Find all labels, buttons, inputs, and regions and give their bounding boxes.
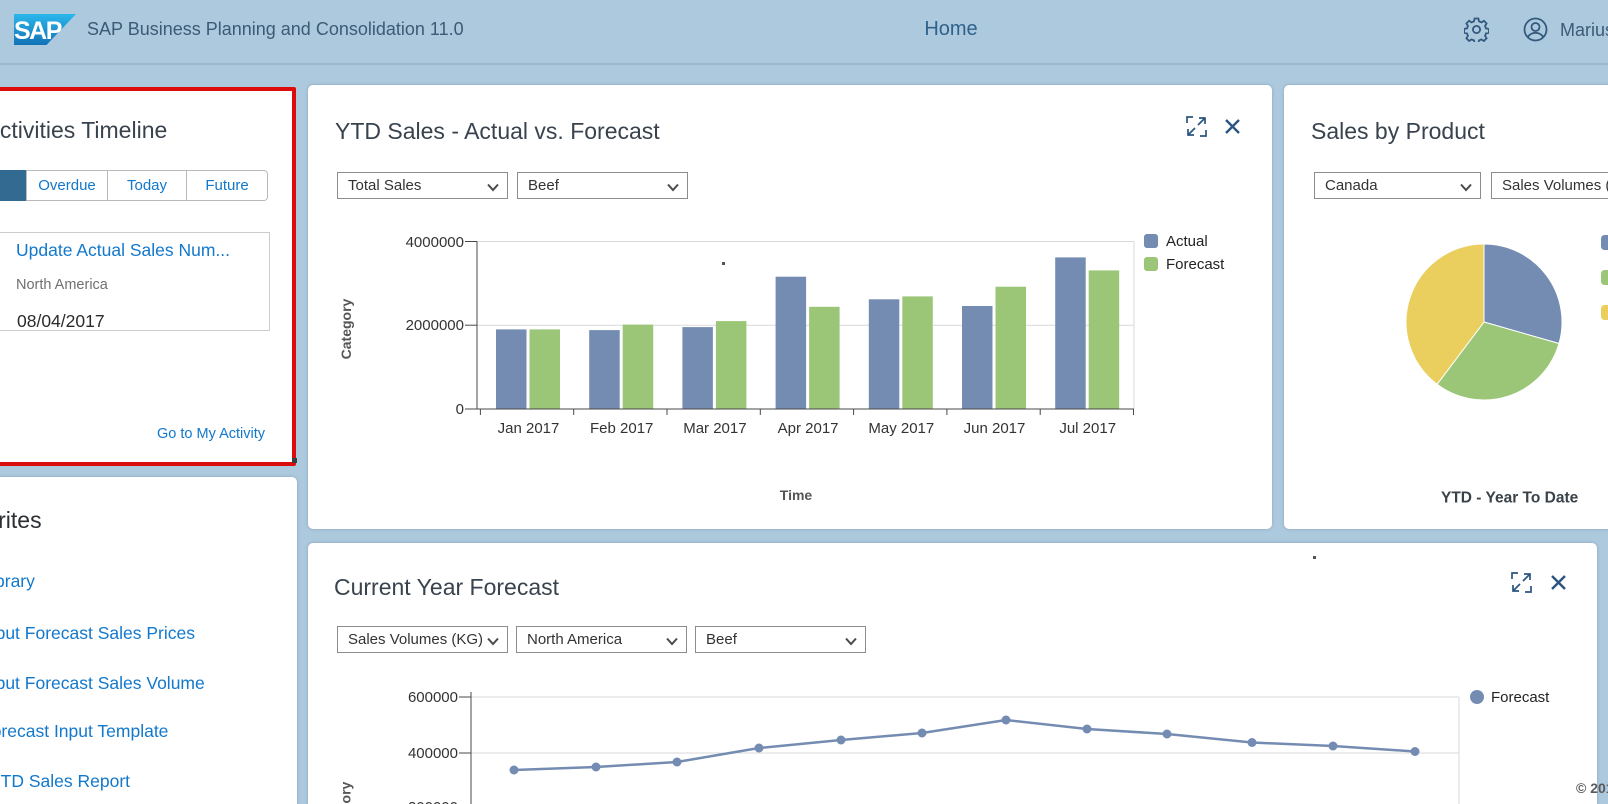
svg-text:Apr 2017: Apr 2017 <box>778 420 839 437</box>
svg-text:Feb 2017: Feb 2017 <box>590 420 653 437</box>
svg-text:Category: Category <box>338 298 354 359</box>
svg-text:400000: 400000 <box>408 745 458 762</box>
svg-text:Category: Category <box>338 781 354 804</box>
svg-text:4000000: 4000000 <box>406 234 464 251</box>
svg-text:600000: 600000 <box>408 689 458 706</box>
svg-text:Actual: Actual <box>1166 233 1208 250</box>
svg-text:Forecast: Forecast <box>1491 689 1550 706</box>
svg-text:Forecast: Forecast <box>1166 256 1225 273</box>
svg-text:200000: 200000 <box>408 799 458 804</box>
svg-text:YTD - Year To Date: YTD - Year To Date <box>1441 490 1579 507</box>
svg-text:Jan 2017: Jan 2017 <box>498 420 560 437</box>
svg-text:Mar 2017: Mar 2017 <box>683 420 746 437</box>
svg-text:0: 0 <box>456 401 464 418</box>
svg-text:SAP: SAP <box>14 17 62 45</box>
svg-text:Jul 2017: Jul 2017 <box>1059 420 1116 437</box>
svg-text:2000000: 2000000 <box>406 317 464 334</box>
svg-text:Time: Time <box>780 487 813 503</box>
svg-text:Jun 2017: Jun 2017 <box>964 420 1026 437</box>
svg-text:May 2017: May 2017 <box>868 420 934 437</box>
